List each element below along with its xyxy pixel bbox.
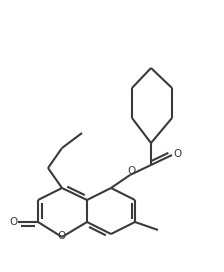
Text: O: O [9, 217, 17, 227]
Text: O: O [127, 166, 135, 176]
Text: O: O [173, 149, 181, 159]
Text: O: O [58, 231, 66, 241]
